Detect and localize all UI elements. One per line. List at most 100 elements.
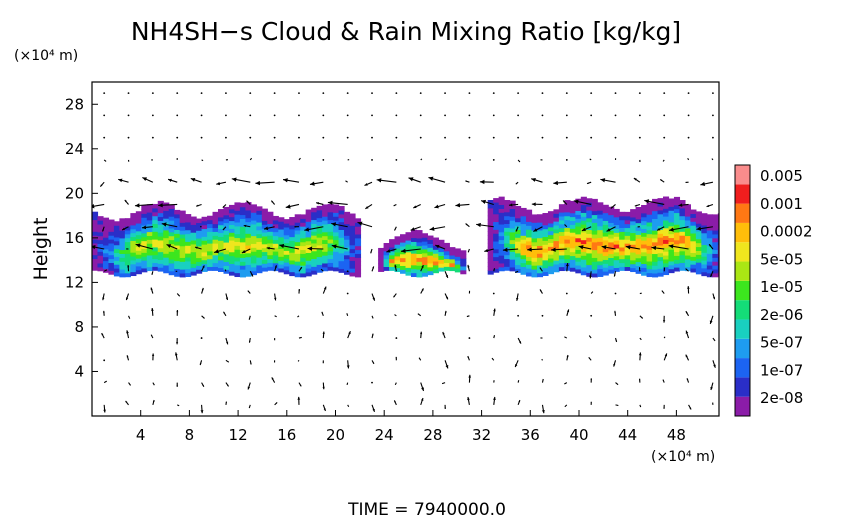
cloud-cell <box>344 243 351 248</box>
cloud-cell <box>250 251 257 256</box>
cloud-cell <box>613 228 620 233</box>
cloud-cell <box>228 204 236 210</box>
cloud-cell <box>92 242 99 248</box>
wind-vector-head <box>678 203 683 207</box>
cloud-cell <box>207 227 214 232</box>
wind-vector-head <box>227 159 228 161</box>
cloud-cell <box>712 257 719 262</box>
cloud-cell <box>278 244 285 250</box>
cloud-cell <box>234 229 241 235</box>
cloud-cell <box>673 228 681 233</box>
wind-vector <box>176 114 179 117</box>
cloud-cell <box>300 237 307 243</box>
cloud-cell <box>613 208 620 214</box>
cloud-cell <box>553 228 560 234</box>
wind-vector-head <box>142 177 147 181</box>
cloud-cell <box>646 237 653 242</box>
wind-vector-head <box>444 407 446 410</box>
wind-vector <box>103 359 106 362</box>
wind-vector-head <box>216 181 221 186</box>
cloud-cell <box>493 268 500 273</box>
cloud-cell <box>449 266 456 272</box>
cloud-cell <box>613 232 620 237</box>
wind-vector <box>395 136 398 139</box>
cloud-cell <box>234 221 241 227</box>
cloud-cell <box>316 217 323 223</box>
cloud-cell <box>212 227 219 232</box>
cloud-cell <box>547 222 555 228</box>
cloud-cell <box>256 249 263 254</box>
cloud-cell <box>717 264 719 269</box>
wind-vector-head <box>251 274 253 277</box>
wind-vector <box>712 114 714 117</box>
cloud-cell <box>289 220 296 226</box>
cloud-cell <box>311 250 318 256</box>
cloud-cell <box>349 229 356 234</box>
cloud-cell <box>305 264 312 269</box>
cloud-cell <box>294 272 301 278</box>
cloud-cell <box>119 261 126 266</box>
cloud-cell <box>652 206 659 212</box>
cloud-cell <box>526 225 533 230</box>
cloud-cell <box>289 244 296 249</box>
cloud-cell <box>597 272 604 277</box>
cloud-cell <box>245 268 252 273</box>
cloud-cell <box>141 263 148 269</box>
cloud-cell <box>344 258 351 264</box>
wind-vector-head <box>201 287 204 291</box>
cloud-cell <box>223 241 230 247</box>
cloud-cell <box>668 210 675 215</box>
wind-vector-head <box>531 178 536 182</box>
wind-vector <box>517 92 520 95</box>
cloud-cell <box>646 202 653 207</box>
cloud-cell <box>349 268 356 273</box>
cloud-cell <box>679 250 686 256</box>
cloud-cell <box>624 211 631 217</box>
cloud-cell <box>586 272 593 277</box>
wind-vector <box>687 136 690 139</box>
cloud-cell <box>245 225 252 230</box>
wind-vector-head <box>421 387 424 391</box>
cloud-cell <box>124 218 131 223</box>
cloud-cell <box>662 204 670 209</box>
cloud-cell <box>695 238 702 244</box>
cloud-cell <box>553 209 560 214</box>
cloud-cell <box>498 258 505 264</box>
cloud-cell <box>515 260 522 266</box>
cloud-cell <box>569 263 576 268</box>
cloud-cell <box>338 229 345 234</box>
cloud-cell <box>316 221 323 226</box>
cloud-cell <box>212 262 219 268</box>
cloud-cell <box>163 218 170 223</box>
cloud-cell <box>531 253 538 258</box>
cloud-cell <box>152 262 159 267</box>
cloud-cell <box>635 261 642 267</box>
wind-vector-head <box>600 178 606 183</box>
cloud-cell <box>305 236 312 242</box>
cloud-cell <box>196 265 203 270</box>
wind-vector <box>127 114 130 117</box>
cloud-cell <box>119 265 126 270</box>
cloud-cell <box>646 264 653 270</box>
cloud-cell <box>228 224 236 229</box>
cloud-cell <box>619 250 626 256</box>
cloud-cell <box>575 210 582 215</box>
wind-vector-head <box>687 158 689 159</box>
cloud-cell <box>311 231 318 236</box>
cloud-cell <box>509 208 516 213</box>
cloud-cell <box>569 208 576 214</box>
cloud-cell <box>196 253 203 259</box>
cloud-cell <box>223 257 230 263</box>
cloud-cell <box>706 264 713 270</box>
cloud-cell <box>531 272 538 278</box>
cloud-cell <box>575 202 582 208</box>
cloud-cell <box>630 236 637 241</box>
wind-vector-head <box>709 244 712 247</box>
wind-vector-head <box>327 200 333 206</box>
cloud-cell <box>641 224 648 229</box>
wind-vector-head <box>445 296 448 300</box>
cloud-cell <box>717 271 719 277</box>
cloud-cell <box>349 264 356 269</box>
cloud-cell <box>354 218 362 223</box>
cloud-cell <box>706 272 713 278</box>
